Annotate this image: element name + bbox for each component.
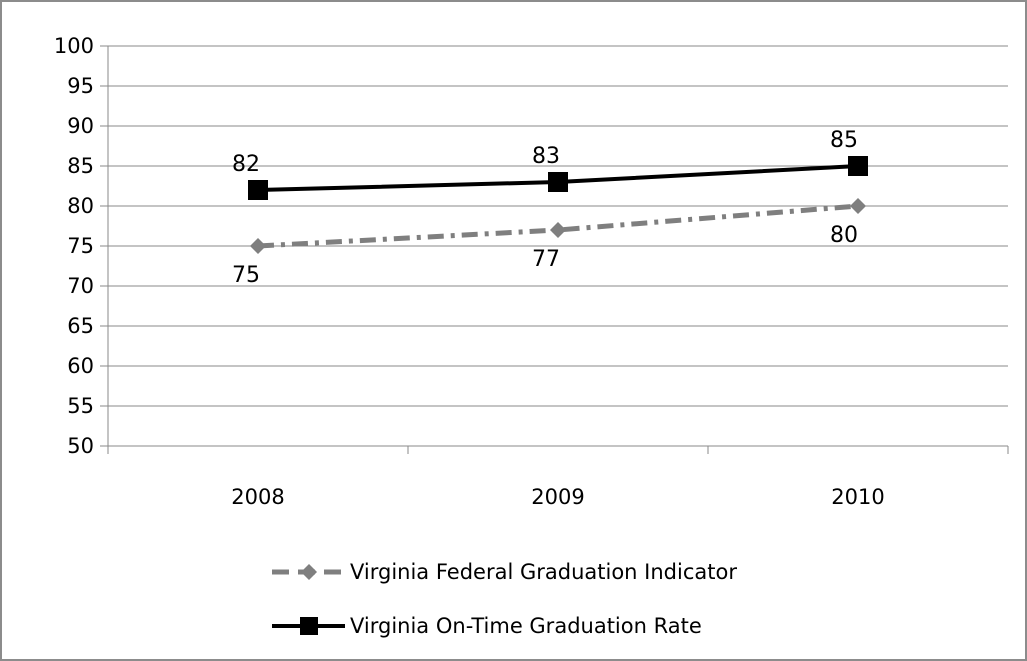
- data-label: 85: [830, 128, 858, 153]
- data-label: 77: [532, 247, 560, 272]
- axes: [100, 45, 1009, 454]
- data-label: 83: [532, 144, 560, 169]
- legend: Virginia Federal Graduation Indicator Vir…: [272, 560, 737, 638]
- series-layer: 75 77 80 82 83 85: [232, 128, 868, 288]
- series-on-time-rate: 82 83 85: [232, 128, 868, 200]
- y-tick-label: 60: [67, 354, 94, 378]
- square-marker: [248, 180, 268, 200]
- y-tick-label: 95: [67, 74, 94, 98]
- y-tick-label: 75: [67, 234, 94, 258]
- diamond-marker: [850, 198, 866, 214]
- diamond-marker: [550, 222, 566, 238]
- diamond-marker: [250, 238, 266, 254]
- legend-label: Virginia Federal Graduation Indicator: [350, 560, 737, 584]
- y-axis-ticks: 50 55 60 65 70 75 80 85 90 95 100: [54, 34, 94, 458]
- series-federal-indicator: 75 77 80: [232, 198, 866, 288]
- y-tick-label: 50: [67, 434, 94, 458]
- square-marker: [300, 617, 318, 635]
- diamond-marker: [301, 564, 317, 580]
- y-tick-label: 85: [67, 154, 94, 178]
- legend-label: Virginia On-Time Graduation Rate: [350, 614, 702, 638]
- legend-entry: Virginia Federal Graduation Indicator: [272, 560, 737, 584]
- y-tick-label: 55: [67, 394, 94, 418]
- y-tick-label: 65: [67, 314, 94, 338]
- data-label: 80: [830, 223, 858, 248]
- x-tick-label: 2010: [831, 485, 884, 509]
- square-marker: [548, 172, 568, 192]
- y-tick-label: 70: [67, 274, 94, 298]
- data-label: 75: [232, 263, 260, 288]
- legend-entry: Virginia On-Time Graduation Rate: [272, 614, 702, 638]
- data-label: 82: [232, 152, 260, 177]
- x-tick-label: 2009: [531, 485, 584, 509]
- y-tick-label: 80: [67, 194, 94, 218]
- y-tick-label: 100: [54, 34, 94, 58]
- series-line: [257, 203, 859, 249]
- square-marker: [848, 156, 868, 176]
- x-tick-label: 2008: [231, 485, 284, 509]
- y-tick-label: 90: [67, 114, 94, 138]
- x-axis-ticks: 2008 2009 2010: [231, 485, 884, 509]
